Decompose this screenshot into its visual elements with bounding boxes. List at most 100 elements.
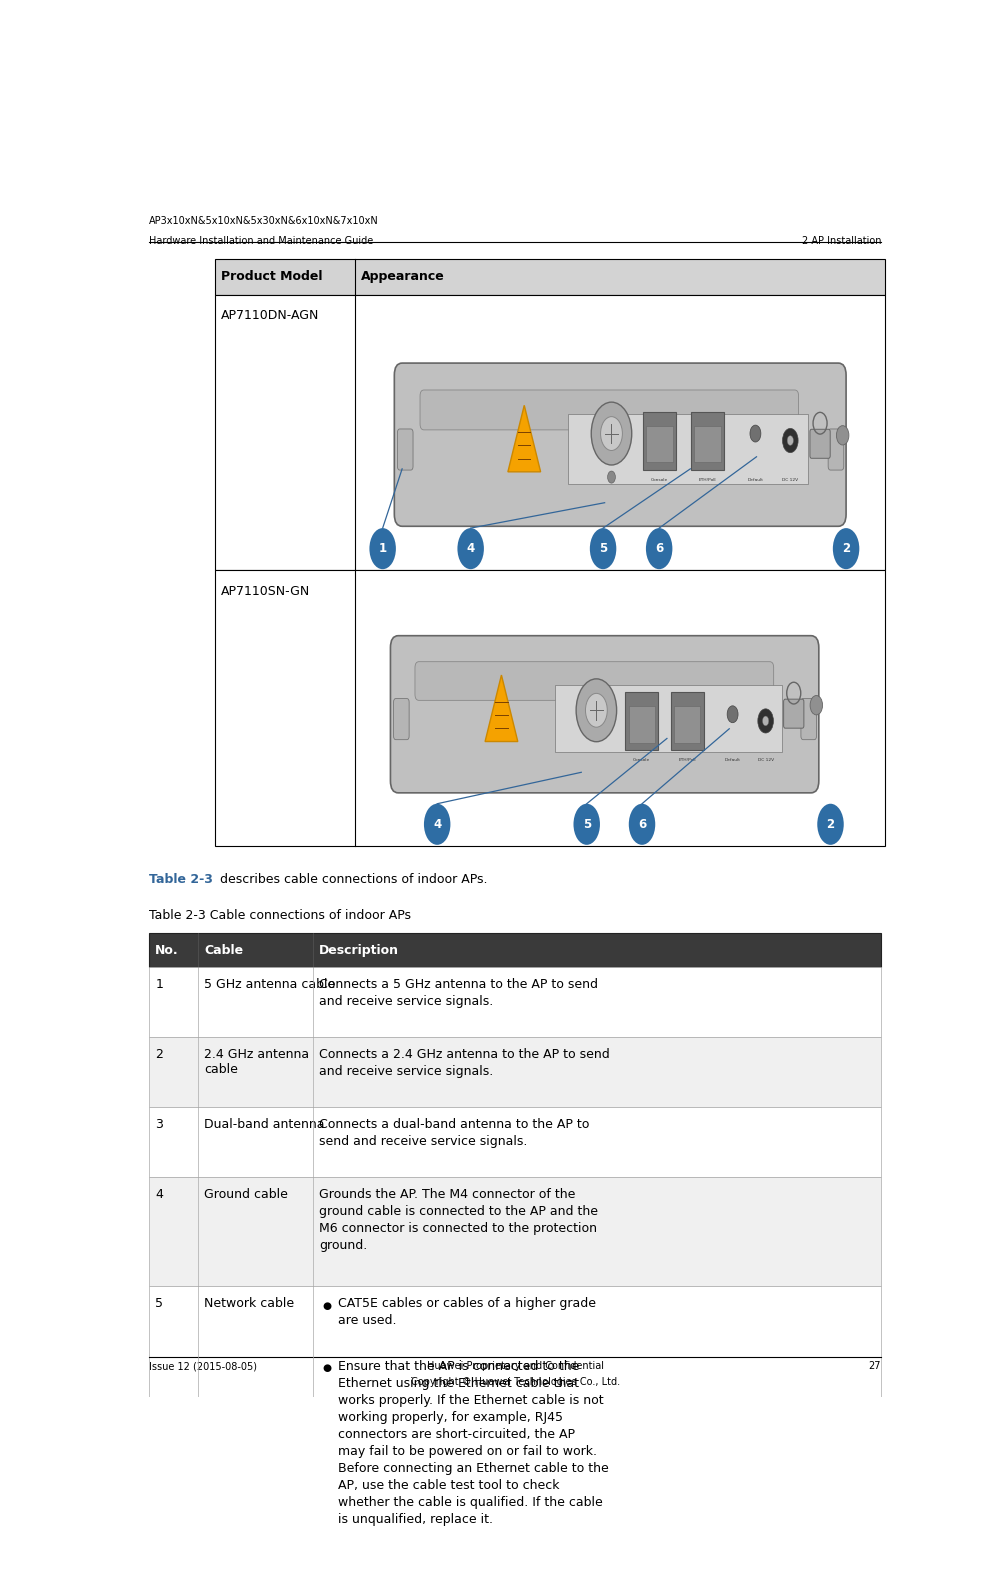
Text: Dual-band antenna: Dual-band antenna bbox=[204, 1118, 325, 1130]
Text: AP7110DN-AGN: AP7110DN-AGN bbox=[221, 309, 319, 322]
Circle shape bbox=[728, 706, 738, 722]
Text: Console: Console bbox=[651, 477, 668, 482]
Text: Grounds the AP. The M4 connector of the
ground cable is connected to the AP and : Grounds the AP. The M4 connector of the … bbox=[319, 1188, 598, 1253]
Text: Huawei Proprietary and Confidential: Huawei Proprietary and Confidential bbox=[426, 1361, 604, 1371]
Text: Cable: Cable bbox=[204, 944, 243, 956]
Text: ETH/PoE: ETH/PoE bbox=[678, 758, 696, 763]
Text: 2 AP Installation: 2 AP Installation bbox=[802, 236, 881, 245]
Text: Description: Description bbox=[319, 944, 399, 956]
Text: 4: 4 bbox=[433, 818, 441, 831]
FancyBboxPatch shape bbox=[149, 1107, 881, 1178]
FancyBboxPatch shape bbox=[394, 363, 846, 526]
Text: 5: 5 bbox=[599, 542, 607, 556]
Circle shape bbox=[424, 804, 450, 845]
Circle shape bbox=[629, 804, 655, 845]
Circle shape bbox=[591, 402, 632, 465]
Circle shape bbox=[750, 425, 761, 443]
Circle shape bbox=[646, 528, 672, 570]
FancyBboxPatch shape bbox=[643, 411, 675, 469]
Text: 1: 1 bbox=[379, 542, 387, 556]
FancyBboxPatch shape bbox=[784, 699, 804, 728]
FancyBboxPatch shape bbox=[628, 706, 655, 743]
Text: Network cable: Network cable bbox=[204, 1297, 294, 1309]
FancyBboxPatch shape bbox=[671, 692, 704, 750]
FancyBboxPatch shape bbox=[555, 685, 782, 752]
Text: 5: 5 bbox=[583, 818, 591, 831]
Circle shape bbox=[787, 436, 793, 446]
Text: Default: Default bbox=[748, 477, 764, 482]
FancyBboxPatch shape bbox=[149, 1178, 881, 1286]
Text: 2: 2 bbox=[155, 1047, 163, 1061]
Text: Copyright © Huawei Technologies Co., Ltd.: Copyright © Huawei Technologies Co., Ltd… bbox=[410, 1377, 620, 1386]
Text: Ground cable: Ground cable bbox=[204, 1188, 288, 1201]
Text: 2.4 GHz antenna
cable: 2.4 GHz antenna cable bbox=[204, 1047, 310, 1075]
Text: Connects a 5 GHz antenna to the AP to send
and receive service signals.: Connects a 5 GHz antenna to the AP to se… bbox=[319, 978, 598, 1008]
FancyBboxPatch shape bbox=[397, 429, 413, 469]
Text: 3: 3 bbox=[155, 1118, 163, 1130]
FancyBboxPatch shape bbox=[149, 933, 881, 967]
FancyBboxPatch shape bbox=[215, 295, 885, 570]
Polygon shape bbox=[508, 405, 541, 473]
FancyBboxPatch shape bbox=[828, 429, 844, 469]
Text: AP3x10xN&5x10xN&5x30xN&6x10xN&7x10xN: AP3x10xN&5x10xN&5x30xN&6x10xN&7x10xN bbox=[149, 217, 379, 226]
Text: CAT5E cables or cables of a higher grade
are used.: CAT5E cables or cables of a higher grade… bbox=[339, 1297, 596, 1327]
Text: 2: 2 bbox=[842, 542, 850, 556]
Circle shape bbox=[836, 425, 849, 444]
Text: Issue 12 (2015-08-05): Issue 12 (2015-08-05) bbox=[149, 1361, 257, 1371]
FancyBboxPatch shape bbox=[390, 636, 819, 793]
Text: Default: Default bbox=[725, 758, 741, 763]
FancyBboxPatch shape bbox=[215, 259, 885, 295]
Text: Console: Console bbox=[633, 758, 650, 763]
Text: 6: 6 bbox=[655, 542, 663, 556]
Text: 5: 5 bbox=[155, 1297, 163, 1309]
Text: 5 GHz antenna cable: 5 GHz antenna cable bbox=[204, 978, 336, 991]
Text: DC 12V: DC 12V bbox=[782, 477, 798, 482]
FancyBboxPatch shape bbox=[394, 699, 409, 739]
Circle shape bbox=[783, 429, 798, 452]
Text: Product Model: Product Model bbox=[221, 270, 323, 283]
Circle shape bbox=[574, 804, 600, 845]
Text: Table 2-3: Table 2-3 bbox=[149, 873, 213, 885]
Text: ●: ● bbox=[323, 1363, 332, 1374]
FancyBboxPatch shape bbox=[646, 425, 672, 462]
Circle shape bbox=[370, 528, 396, 570]
FancyBboxPatch shape bbox=[420, 389, 799, 430]
Text: No.: No. bbox=[155, 944, 179, 956]
FancyBboxPatch shape bbox=[801, 699, 816, 739]
Circle shape bbox=[457, 528, 484, 570]
Text: 2: 2 bbox=[826, 818, 834, 831]
FancyBboxPatch shape bbox=[625, 692, 658, 750]
FancyBboxPatch shape bbox=[149, 1038, 881, 1107]
Polygon shape bbox=[485, 675, 518, 741]
Text: Table 2-3 Cable connections of indoor APs: Table 2-3 Cable connections of indoor AP… bbox=[149, 909, 411, 922]
FancyBboxPatch shape bbox=[415, 661, 774, 700]
Circle shape bbox=[601, 416, 622, 451]
Circle shape bbox=[608, 471, 615, 484]
Text: Connects a 2.4 GHz antenna to the AP to send
and receive service signals.: Connects a 2.4 GHz antenna to the AP to … bbox=[319, 1047, 610, 1079]
Circle shape bbox=[763, 716, 769, 725]
Circle shape bbox=[758, 708, 774, 733]
Text: 1: 1 bbox=[155, 978, 163, 991]
FancyBboxPatch shape bbox=[149, 967, 881, 1038]
FancyBboxPatch shape bbox=[691, 411, 724, 469]
Text: Ensure that the AP is connected to the
Ethernet using the Ethernet cable that
wo: Ensure that the AP is connected to the E… bbox=[339, 1360, 609, 1526]
Circle shape bbox=[576, 678, 617, 741]
Text: Hardware Installation and Maintenance Guide: Hardware Installation and Maintenance Gu… bbox=[149, 236, 373, 245]
Text: describes cable connections of indoor APs.: describes cable connections of indoor AP… bbox=[216, 873, 487, 885]
Circle shape bbox=[590, 528, 616, 570]
Circle shape bbox=[586, 694, 607, 727]
Text: 4: 4 bbox=[466, 542, 474, 556]
Text: 4: 4 bbox=[155, 1188, 163, 1201]
Text: 6: 6 bbox=[638, 818, 646, 831]
Circle shape bbox=[817, 804, 844, 845]
Text: Connects a dual-band antenna to the AP to
send and receive service signals.: Connects a dual-band antenna to the AP t… bbox=[319, 1118, 589, 1148]
Text: ETH/PoE: ETH/PoE bbox=[698, 477, 717, 482]
FancyBboxPatch shape bbox=[694, 425, 721, 462]
Text: 27: 27 bbox=[868, 1361, 881, 1371]
FancyBboxPatch shape bbox=[149, 1286, 881, 1540]
FancyBboxPatch shape bbox=[568, 414, 808, 484]
Text: ●: ● bbox=[323, 1300, 332, 1311]
FancyBboxPatch shape bbox=[215, 570, 885, 846]
Text: Appearance: Appearance bbox=[361, 270, 444, 283]
Circle shape bbox=[810, 696, 822, 714]
